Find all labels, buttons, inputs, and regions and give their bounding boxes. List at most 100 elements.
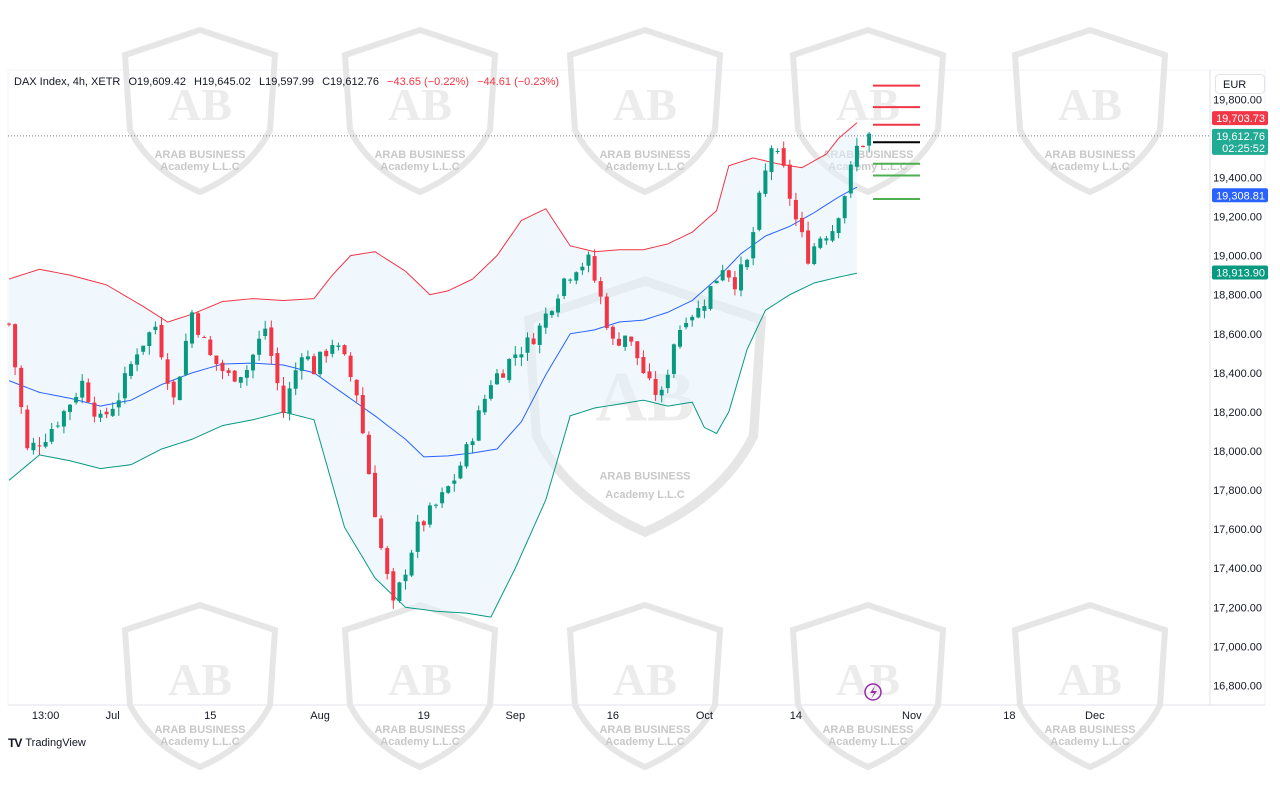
candle-body[interactable] <box>470 441 475 446</box>
candle-body[interactable] <box>775 150 780 152</box>
candle-body[interactable] <box>171 381 176 398</box>
candle-body[interactable] <box>196 313 201 335</box>
candle-body[interactable] <box>678 330 682 347</box>
candle-body[interactable] <box>793 199 798 220</box>
candle-body[interactable] <box>312 356 316 375</box>
candle-body[interactable] <box>299 357 304 371</box>
candle-body[interactable] <box>476 410 481 441</box>
candle-body[interactable] <box>135 354 140 365</box>
candle-body[interactable] <box>806 230 811 264</box>
candle-body[interactable] <box>507 359 512 381</box>
candle-body[interactable] <box>519 354 524 358</box>
candle-body[interactable] <box>214 355 219 365</box>
candle-body[interactable] <box>818 238 823 248</box>
candle-body[interactable] <box>373 472 377 518</box>
candle-body[interactable] <box>726 270 731 278</box>
lightning-icon[interactable] <box>864 683 882 701</box>
candle-body[interactable] <box>104 411 109 415</box>
candle-body[interactable] <box>867 133 872 146</box>
candle-body[interactable] <box>269 327 274 356</box>
candle-body[interactable] <box>781 148 786 166</box>
candle-body[interactable] <box>690 316 695 321</box>
candle-body[interactable] <box>153 326 158 331</box>
candle-body[interactable] <box>647 371 652 379</box>
candle-body[interactable] <box>610 326 615 339</box>
candle-body[interactable] <box>360 395 365 434</box>
candle-body[interactable] <box>708 286 713 309</box>
candle-body[interactable] <box>318 351 323 375</box>
candle-body[interactable] <box>543 313 548 328</box>
candle-body[interactable] <box>598 281 603 297</box>
candle-body[interactable] <box>568 279 573 281</box>
candle-body[interactable] <box>366 434 371 475</box>
candle-body[interactable] <box>238 377 243 383</box>
candle-body[interactable] <box>671 344 676 374</box>
candle-body[interactable] <box>7 323 11 325</box>
candle-body[interactable] <box>49 428 54 442</box>
candle-body[interactable] <box>739 264 743 291</box>
candle-body[interactable] <box>98 413 103 418</box>
candle-body[interactable] <box>177 376 182 401</box>
candle-body[interactable] <box>556 298 560 313</box>
candle-body[interactable] <box>324 350 329 357</box>
candle-body[interactable] <box>220 362 225 372</box>
candle-body[interactable] <box>434 504 438 506</box>
candle-body[interactable] <box>348 355 353 378</box>
currency-selector[interactable]: EUR <box>1215 74 1265 94</box>
candle-body[interactable] <box>281 385 286 413</box>
candle-body[interactable] <box>25 409 30 449</box>
candle-body[interactable] <box>421 521 426 526</box>
candle-body[interactable] <box>495 373 499 385</box>
candle-body[interactable] <box>824 238 829 241</box>
candle-body[interactable] <box>842 196 847 219</box>
candle-body[interactable] <box>604 296 609 328</box>
candle-body[interactable] <box>330 345 335 354</box>
candle-body[interactable] <box>244 370 249 378</box>
candle-body[interactable] <box>592 256 597 281</box>
candle-body[interactable] <box>55 425 60 427</box>
candle-body[interactable] <box>440 492 445 504</box>
candle-body[interactable] <box>830 231 835 241</box>
candle-body[interactable] <box>159 325 164 358</box>
candle-body[interactable] <box>848 164 853 194</box>
candle-body[interactable] <box>696 307 701 318</box>
candle-body[interactable] <box>452 480 457 484</box>
candle-body[interactable] <box>13 324 18 368</box>
candle-body[interactable] <box>653 378 658 395</box>
candle-body[interactable] <box>641 357 646 374</box>
candle-body[interactable] <box>501 373 506 378</box>
candle-body[interactable] <box>525 337 530 353</box>
candle-body[interactable] <box>537 325 542 345</box>
candle-body[interactable] <box>635 341 640 359</box>
candle-body[interactable] <box>580 266 585 271</box>
candle-body[interactable] <box>488 385 493 399</box>
candle-body[interactable] <box>415 521 420 552</box>
candle-body[interactable] <box>574 272 579 281</box>
candle-body[interactable] <box>275 353 280 384</box>
candle-body[interactable] <box>391 571 396 601</box>
candle-body[interactable] <box>427 505 432 525</box>
candle-body[interactable] <box>385 548 390 574</box>
candle-body[interactable] <box>684 322 689 328</box>
candle-body[interactable] <box>745 259 750 268</box>
candle-body[interactable] <box>86 382 91 403</box>
candle-body[interactable] <box>31 442 36 451</box>
candle-body[interactable] <box>208 339 213 356</box>
candle-body[interactable] <box>379 518 384 549</box>
candle-body[interactable] <box>129 364 133 376</box>
candle-body[interactable] <box>287 388 292 414</box>
tradingview-logo[interactable]: TV TradingView <box>8 736 86 750</box>
candle-body[interactable] <box>61 411 66 427</box>
candle-body[interactable] <box>43 442 48 447</box>
symbol-label[interactable]: DAX Index, 4h, XETR <box>14 76 121 88</box>
candle-body[interactable] <box>165 359 170 384</box>
candle-body[interactable] <box>92 402 97 417</box>
candle-body[interactable] <box>37 445 42 447</box>
candle-body[interactable] <box>190 312 194 344</box>
candle-body[interactable] <box>763 170 768 194</box>
candle-body[interactable] <box>531 338 536 345</box>
candle-body[interactable] <box>714 280 719 284</box>
candle-body[interactable] <box>623 335 628 347</box>
candle-body[interactable] <box>464 444 469 467</box>
